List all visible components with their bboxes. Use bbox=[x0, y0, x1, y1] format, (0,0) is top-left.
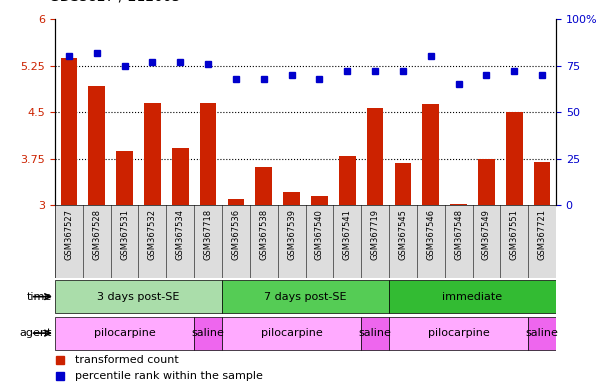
Text: 3 days post-SE: 3 days post-SE bbox=[97, 291, 180, 302]
Text: GSM367551: GSM367551 bbox=[510, 209, 519, 260]
Text: time: time bbox=[27, 291, 52, 302]
FancyBboxPatch shape bbox=[55, 205, 556, 278]
Text: saline: saline bbox=[192, 328, 224, 338]
Text: GSM367532: GSM367532 bbox=[148, 209, 157, 260]
Text: GSM367541: GSM367541 bbox=[343, 209, 352, 260]
Bar bbox=[506, 113, 522, 205]
Bar bbox=[367, 108, 384, 205]
Bar bbox=[116, 151, 133, 205]
Text: GSM367527: GSM367527 bbox=[64, 209, 73, 260]
Bar bbox=[200, 103, 216, 205]
Text: immediate: immediate bbox=[442, 291, 503, 302]
Text: GSM367545: GSM367545 bbox=[398, 209, 408, 260]
FancyBboxPatch shape bbox=[55, 280, 222, 313]
Bar bbox=[172, 148, 189, 205]
Text: pilocarpine: pilocarpine bbox=[93, 328, 155, 338]
Text: saline: saline bbox=[359, 328, 392, 338]
Bar bbox=[89, 86, 105, 205]
Text: 7 days post-SE: 7 days post-SE bbox=[264, 291, 347, 302]
Text: GSM367528: GSM367528 bbox=[92, 209, 101, 260]
Text: GSM367539: GSM367539 bbox=[287, 209, 296, 260]
Bar bbox=[534, 162, 551, 205]
Text: GSM367538: GSM367538 bbox=[259, 209, 268, 260]
Bar bbox=[395, 163, 411, 205]
Bar bbox=[450, 204, 467, 205]
Text: agent: agent bbox=[20, 328, 52, 338]
Bar bbox=[144, 103, 161, 205]
FancyBboxPatch shape bbox=[222, 317, 361, 349]
Text: pilocarpine: pilocarpine bbox=[261, 328, 323, 338]
FancyBboxPatch shape bbox=[194, 317, 222, 349]
Text: GSM367536: GSM367536 bbox=[232, 209, 240, 260]
Bar bbox=[339, 156, 356, 205]
Bar bbox=[60, 58, 77, 205]
Text: GSM367546: GSM367546 bbox=[426, 209, 435, 260]
Text: percentile rank within the sample: percentile rank within the sample bbox=[75, 371, 263, 381]
Text: GSM367548: GSM367548 bbox=[454, 209, 463, 260]
Text: GSM367540: GSM367540 bbox=[315, 209, 324, 260]
Text: GSM367534: GSM367534 bbox=[176, 209, 185, 260]
FancyBboxPatch shape bbox=[55, 317, 194, 349]
Bar bbox=[227, 199, 244, 205]
Text: saline: saline bbox=[525, 328, 558, 338]
FancyBboxPatch shape bbox=[528, 317, 556, 349]
Bar bbox=[422, 104, 439, 205]
Text: GDS3827 / 212003: GDS3827 / 212003 bbox=[49, 0, 180, 4]
Text: pilocarpine: pilocarpine bbox=[428, 328, 489, 338]
Bar bbox=[284, 192, 300, 205]
Text: GSM367531: GSM367531 bbox=[120, 209, 129, 260]
Bar bbox=[255, 167, 272, 205]
Bar bbox=[311, 196, 327, 205]
FancyBboxPatch shape bbox=[222, 280, 389, 313]
FancyBboxPatch shape bbox=[389, 317, 528, 349]
Text: GSM367549: GSM367549 bbox=[482, 209, 491, 260]
Bar bbox=[478, 159, 495, 205]
Text: GSM367721: GSM367721 bbox=[538, 209, 547, 260]
Text: transformed count: transformed count bbox=[75, 354, 179, 364]
Text: GSM367718: GSM367718 bbox=[203, 209, 213, 260]
Text: GSM367719: GSM367719 bbox=[371, 209, 379, 260]
FancyBboxPatch shape bbox=[361, 317, 389, 349]
FancyBboxPatch shape bbox=[389, 280, 556, 313]
